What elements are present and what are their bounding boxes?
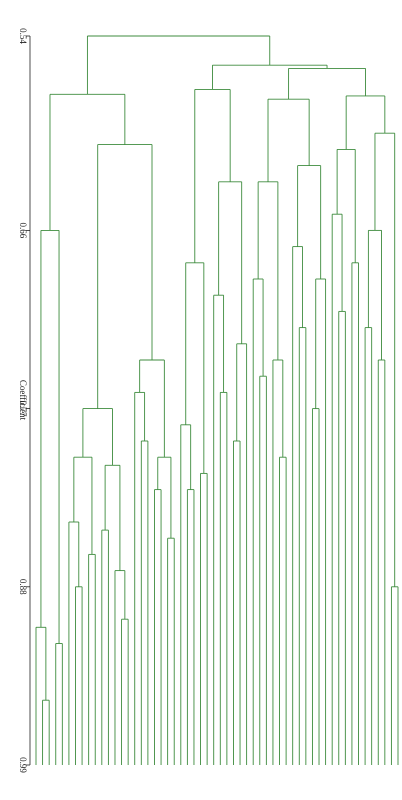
y-tick-label: 0.99 <box>18 757 28 773</box>
axis-label: Coefficient <box>18 380 28 421</box>
y-tick-label: 0.88 <box>18 579 28 595</box>
y-tick-label: 0.66 <box>18 223 28 239</box>
y-tick-label: 0.77 <box>18 401 28 417</box>
y-tick-label: 0.54 <box>18 28 28 44</box>
